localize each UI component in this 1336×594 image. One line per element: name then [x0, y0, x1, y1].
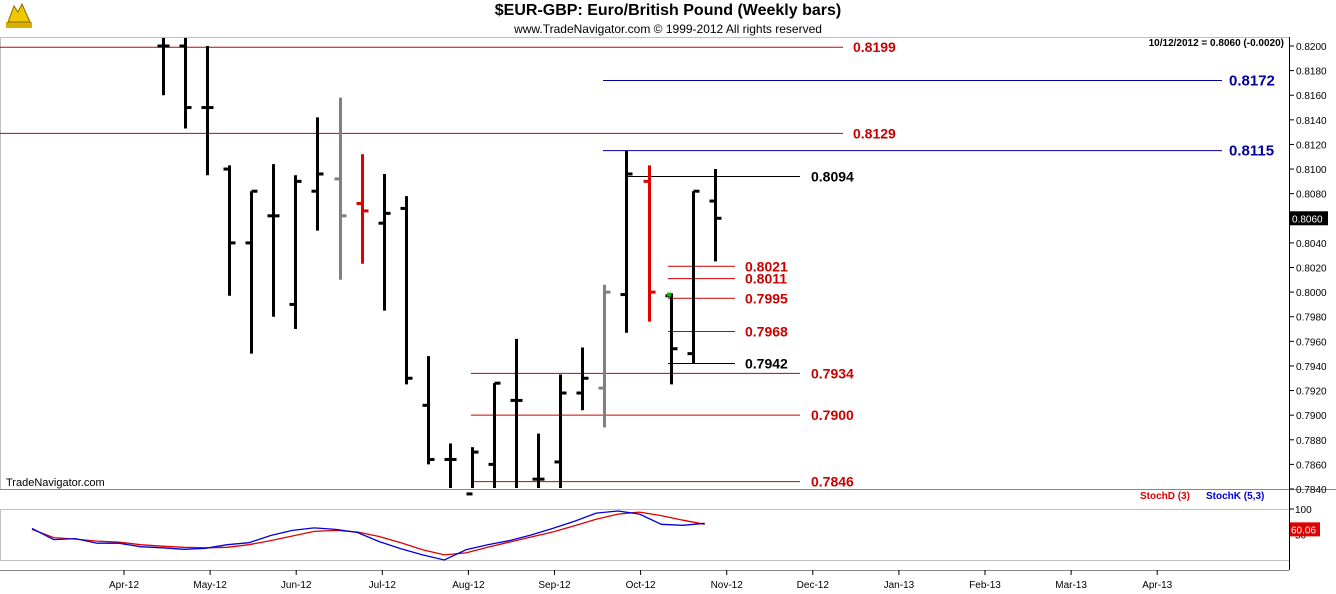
y-tick-label: 0.8080: [1296, 190, 1327, 201]
y-tick-label: 0.8120: [1296, 140, 1327, 151]
stoch-series-line: [31, 510, 705, 561]
chart-title: $EUR-GBP: Euro/British Pound (Weekly bar…: [494, 2, 842, 19]
x-tick-label: Sep-12: [538, 580, 571, 591]
last-price-box: [1290, 211, 1328, 226]
level-label: 0.8021: [745, 258, 788, 274]
x-tick-label: Apr-13: [1142, 580, 1172, 591]
price-axis: 0.8200 0.8180 0.8160 0.8140 0.8120 0.8100 0.80…: [1289, 42, 1328, 496]
price-levels: 0.8199 0.8172 0.8129 0.8115 0.8094 0.80210.80…: [0, 39, 1275, 490]
y-tick-label: 0.7840: [1296, 485, 1327, 496]
y-tick-label: 0.7920: [1296, 387, 1327, 398]
price-bars: [157, 38, 722, 496]
stochk-legend: StochK (5,3): [1206, 491, 1265, 502]
level-label: 0.7995: [745, 290, 788, 306]
brand-label: TradeNavigator.com: [6, 477, 105, 489]
x-tick-label: Apr-12: [109, 580, 139, 591]
y-tick-label: 0.7860: [1296, 460, 1327, 471]
level-label: 0.7846: [811, 474, 854, 490]
y-tick-label: 0.8100: [1296, 165, 1327, 176]
chart-subtitle: www.TradeNavigator.com © 1999-2012 All r…: [514, 22, 822, 36]
stochd-legend: StochD (3): [1140, 491, 1190, 502]
y-tick-label: 0.8140: [1296, 116, 1327, 127]
level-label: 0.7934: [811, 365, 854, 381]
last-quote: 10/12/2012 = 0.8060 (-0.0020): [1148, 38, 1284, 49]
y-tick-label: 0.7940: [1296, 362, 1327, 373]
y-tick-label: 0.7960: [1296, 337, 1327, 348]
level-label: 0.8011: [745, 271, 787, 287]
x-tick-label: Nov-12: [711, 580, 744, 591]
stoch-value-box: [1290, 522, 1320, 537]
level-label: 0.8129: [853, 125, 896, 141]
level-label: 0.8094: [811, 168, 854, 184]
y-tick-label: 0.7980: [1296, 313, 1327, 324]
chart-frames: [0, 37, 1336, 571]
x-tick-label: Aug-12: [452, 580, 485, 591]
x-tick-label: Dec-12: [797, 580, 830, 591]
x-tick-label: May-12: [193, 580, 227, 591]
level-label: 0.7900: [811, 407, 854, 423]
x-tick-label: Mar-13: [1055, 580, 1087, 591]
y-tick-label: 0.8040: [1296, 239, 1327, 250]
stochastic-panel: 1005060.06: [31, 505, 1320, 561]
stoch-tick-label: 100: [1295, 505, 1312, 516]
y-tick-label: 0.8000: [1296, 288, 1327, 299]
level-label: 0.8199: [853, 39, 896, 55]
level-label: 0.8172: [1229, 72, 1275, 89]
x-tick-label: Jan-13: [884, 580, 915, 591]
y-tick-label: 0.7900: [1296, 411, 1327, 422]
y-tick-label: 0.8180: [1296, 67, 1327, 78]
signal-marker: [667, 292, 671, 297]
time-axis: Apr-12 May-12 Jun-12 Jul-12 Aug-12 Sep-12 Oct-…: [109, 570, 1173, 591]
level-label: 0.7968: [745, 323, 788, 339]
x-tick-label: Jul-12: [369, 580, 397, 591]
y-tick-label: 0.8160: [1296, 91, 1327, 102]
price-frame: [0, 37, 1290, 490]
last-price-label: 0.8060: [1292, 214, 1323, 225]
stoch-series-line: [31, 511, 705, 556]
stoch-value-label: 60.06: [1291, 525, 1316, 536]
y-tick-label: 0.8200: [1296, 42, 1327, 53]
x-tick-label: Oct-12: [626, 580, 656, 591]
x-tick-label: Jun-12: [281, 580, 312, 591]
level-label: 0.7942: [745, 355, 788, 371]
tradenavigator-logo: [6, 2, 32, 28]
level-label: 0.8115: [1229, 143, 1274, 160]
y-tick-label: 0.8020: [1296, 264, 1327, 275]
x-tick-label: Feb-13: [969, 580, 1001, 591]
y-tick-label: 0.7880: [1296, 436, 1327, 447]
